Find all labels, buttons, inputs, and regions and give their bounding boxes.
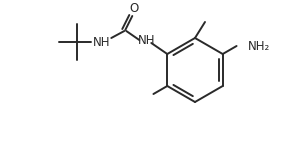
Text: NH: NH (93, 36, 110, 50)
Text: O: O (130, 3, 139, 15)
Text: NH₂: NH₂ (248, 39, 270, 52)
Text: NH: NH (138, 34, 155, 48)
